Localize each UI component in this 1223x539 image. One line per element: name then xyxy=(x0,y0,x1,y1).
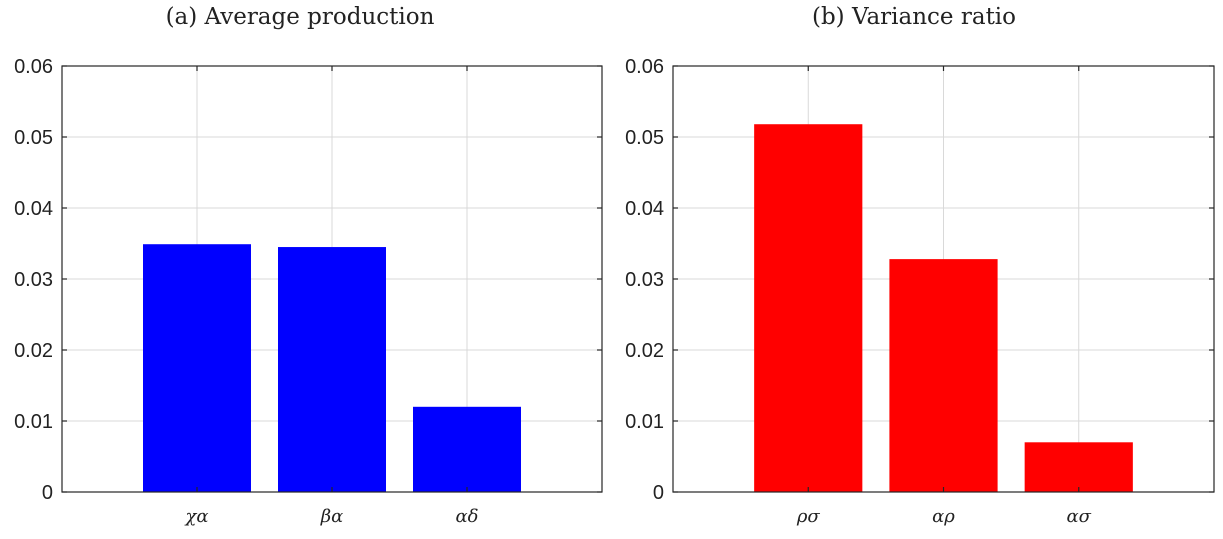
y-tick-label: 0.01 xyxy=(14,411,53,433)
axes-frame xyxy=(672,65,1215,493)
bar-0 xyxy=(143,244,251,492)
y-tick-label: 0.01 xyxy=(625,411,664,433)
chart-panel-average-production: (a) Average production 0 0.01 0.02 0.03 0.04… xyxy=(14,4,603,527)
y-tick-label: 0.06 xyxy=(625,56,664,78)
y-tick-label: 0.04 xyxy=(14,198,53,220)
y-tick-label: 0 xyxy=(653,482,664,504)
axes-frame xyxy=(61,65,603,493)
y-tick-label: 0.02 xyxy=(14,340,53,362)
x-tick-label: χα xyxy=(183,506,208,527)
x-tick-label: αρ xyxy=(932,506,955,527)
y-tick-label: 0 xyxy=(42,482,53,504)
x-tick-label: ρσ xyxy=(796,506,821,527)
y-tick-label: 0.04 xyxy=(625,198,664,220)
chart-title: (a) Average production xyxy=(166,4,435,30)
bar-2 xyxy=(1024,442,1133,492)
chart-panel-variance-ratio: (b) Variance ratio 0 0.01 0.02 0.03 0.04 0.05… xyxy=(625,4,1215,527)
y-tick-label: 0.03 xyxy=(625,269,664,291)
y-tick-label: 0.05 xyxy=(14,127,53,149)
x-tick-label: βα xyxy=(320,506,344,527)
x-tick-label: ασ xyxy=(1067,506,1092,527)
bar-1 xyxy=(889,259,998,492)
y-tick-label: 0.02 xyxy=(625,340,664,362)
bar-0 xyxy=(754,124,863,492)
y-tick-label: 0.03 xyxy=(14,269,53,291)
y-tick-label: 0.06 xyxy=(14,56,53,78)
x-tick-label: αδ xyxy=(456,506,479,527)
bar-1 xyxy=(278,247,386,492)
chart-title: (b) Variance ratio xyxy=(812,4,1016,30)
bar-2 xyxy=(413,406,521,492)
y-tick-label: 0.05 xyxy=(625,127,664,149)
